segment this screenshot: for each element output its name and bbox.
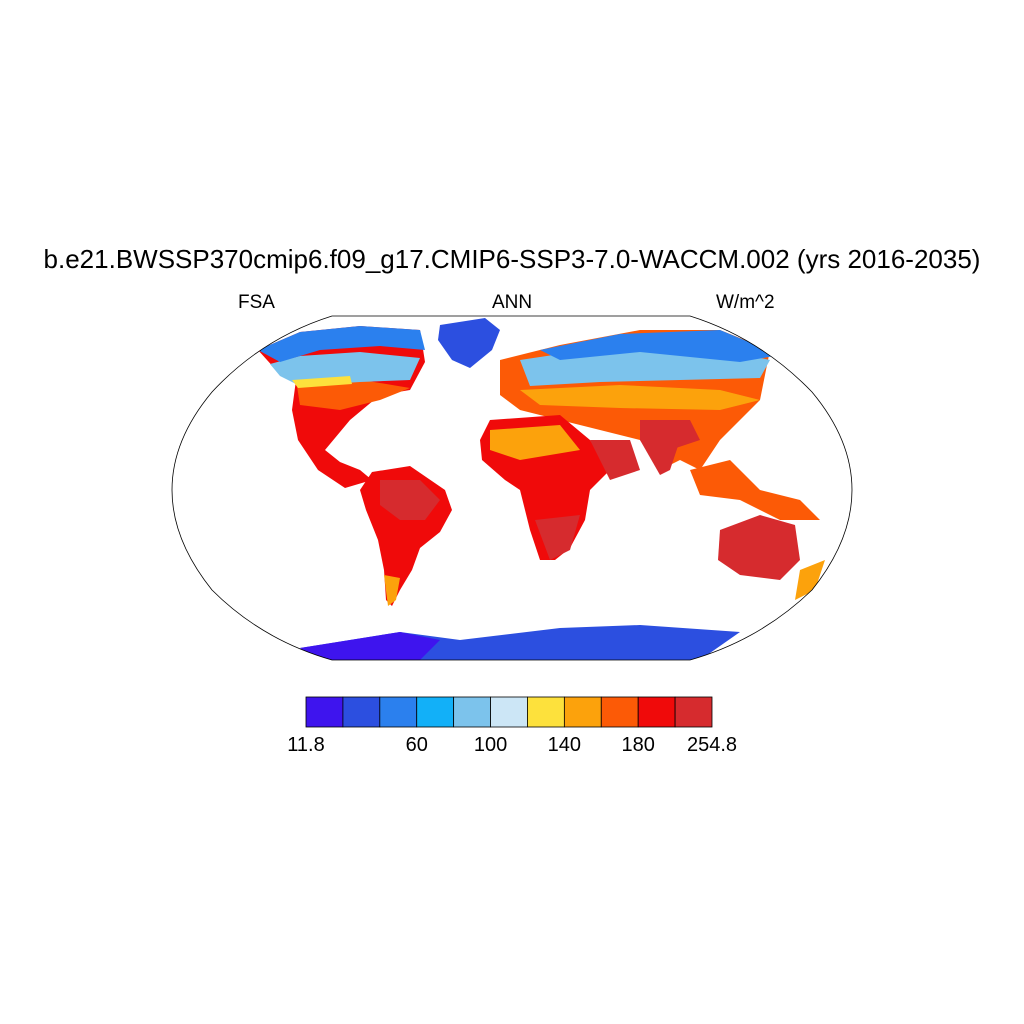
north-america-yellow (292, 376, 352, 388)
plot-title: b.e21.BWSSP370cmip6.f09_g17.CMIP6-SSP3-7… (43, 244, 981, 274)
eurasia-arctic (540, 330, 780, 362)
australia (718, 515, 800, 580)
north-america-north (270, 352, 420, 386)
antarctica-west (300, 632, 440, 660)
colorbar-box (305, 696, 344, 728)
colorbar-box (563, 696, 602, 728)
north-america-arctic (258, 326, 425, 362)
variable-label: FSA (238, 292, 275, 313)
colorbar-box (674, 696, 713, 728)
colorbar-tick-label: 100 (473, 734, 508, 756)
south-america-core (380, 480, 440, 520)
colorbar-box (600, 696, 639, 728)
colorbar-tick-label: 140 (547, 734, 582, 756)
sahara (490, 425, 580, 460)
colorbar-tick-label: 60 (405, 734, 428, 756)
southern-africa (535, 515, 580, 560)
colorbar-box (379, 696, 418, 728)
colorbar-box (490, 696, 528, 728)
eurasia-mid (520, 385, 760, 410)
south-america-south (384, 575, 400, 606)
colorbar-tick-label: 254.8 (686, 734, 738, 756)
colorbar-box (637, 696, 676, 728)
colorbar-box (453, 696, 491, 728)
units-label: W/m^2 (716, 292, 775, 313)
colorbar-tick-label: 11.8 (287, 734, 325, 756)
season-label: ANN (491, 292, 533, 313)
colorbar-box (342, 696, 381, 728)
india (640, 440, 680, 475)
colorbar-tick-label: 180 (621, 734, 655, 756)
land-fields (258, 318, 825, 660)
map-boundary (171, 315, 853, 661)
arabia (590, 440, 640, 480)
southeast-asia (690, 460, 820, 520)
greenland (438, 318, 500, 368)
new-zealand (795, 560, 825, 600)
colorbar-box (416, 696, 455, 728)
colorbar-box (527, 696, 565, 728)
